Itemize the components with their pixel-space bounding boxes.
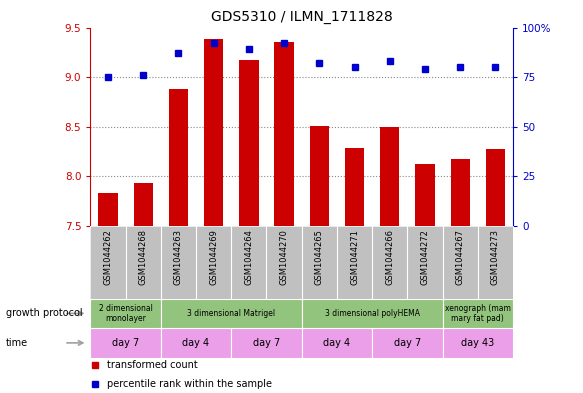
- Bar: [168, 89, 188, 226]
- Text: percentile rank within the sample: percentile rank within the sample: [107, 379, 272, 389]
- Text: GSM1044270: GSM1044270: [280, 229, 289, 285]
- Bar: [310, 126, 329, 226]
- Text: 3 dimensional Matrigel: 3 dimensional Matrigel: [187, 309, 275, 318]
- Text: GSM1044267: GSM1044267: [456, 229, 465, 285]
- Text: 3 dimensional polyHEMA: 3 dimensional polyHEMA: [325, 309, 420, 318]
- Text: day 43: day 43: [461, 338, 494, 348]
- Text: time: time: [6, 338, 28, 348]
- Bar: [134, 183, 153, 226]
- Bar: [442, 328, 513, 358]
- Text: day 7: day 7: [112, 338, 139, 348]
- Bar: [451, 160, 470, 226]
- Bar: [161, 299, 302, 328]
- Bar: [231, 328, 302, 358]
- Text: GSM1044269: GSM1044269: [209, 229, 218, 285]
- Bar: [90, 328, 161, 358]
- Bar: [486, 149, 505, 226]
- Text: day 7: day 7: [394, 338, 421, 348]
- Bar: [275, 42, 294, 226]
- Bar: [302, 299, 442, 328]
- Text: day 4: day 4: [182, 338, 210, 348]
- Bar: [345, 148, 364, 226]
- Text: GSM1044263: GSM1044263: [174, 229, 183, 285]
- Bar: [99, 193, 118, 226]
- Bar: [161, 328, 231, 358]
- Text: GSM1044264: GSM1044264: [244, 229, 254, 285]
- Text: GSM1044268: GSM1044268: [139, 229, 147, 285]
- Text: day 4: day 4: [324, 338, 350, 348]
- Bar: [204, 39, 223, 226]
- Text: GSM1044266: GSM1044266: [385, 229, 394, 285]
- Bar: [415, 164, 435, 226]
- Text: xenograph (mam
mary fat pad): xenograph (mam mary fat pad): [445, 304, 511, 323]
- Bar: [380, 127, 399, 226]
- Bar: [372, 328, 442, 358]
- Bar: [239, 60, 258, 226]
- Text: 2 dimensional
monolayer: 2 dimensional monolayer: [99, 304, 153, 323]
- Text: GSM1044262: GSM1044262: [103, 229, 113, 285]
- Bar: [90, 299, 161, 328]
- Text: GSM1044273: GSM1044273: [491, 229, 500, 285]
- Bar: [302, 328, 372, 358]
- Text: growth protocol: growth protocol: [6, 309, 82, 318]
- Text: transformed count: transformed count: [107, 360, 198, 371]
- Text: GSM1044271: GSM1044271: [350, 229, 359, 285]
- Text: GSM1044265: GSM1044265: [315, 229, 324, 285]
- Text: day 7: day 7: [253, 338, 280, 348]
- Title: GDS5310 / ILMN_1711828: GDS5310 / ILMN_1711828: [211, 10, 392, 24]
- Text: GSM1044272: GSM1044272: [420, 229, 430, 285]
- Bar: [442, 299, 513, 328]
